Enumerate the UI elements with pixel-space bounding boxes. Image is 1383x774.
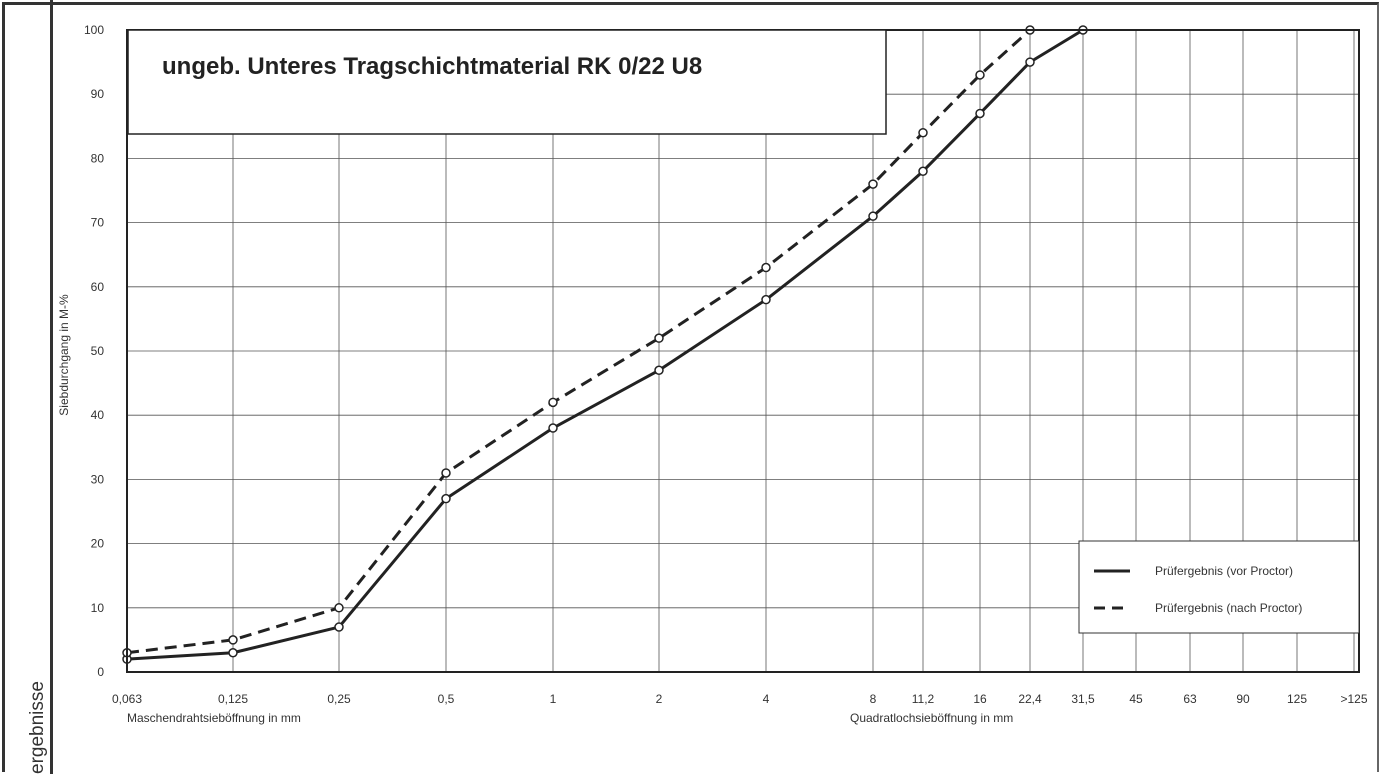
y-tick-label: 30 xyxy=(91,472,105,486)
y-tick-label: 40 xyxy=(91,408,105,422)
chart-title: ungeb. Unteres Tragschichtmaterial RK 0/… xyxy=(162,53,702,80)
legend: Prüfergebnis (vor Proctor) Prüfergebnis … xyxy=(1078,540,1360,634)
x-tick-label: 8 xyxy=(870,692,877,706)
data-point-1 xyxy=(654,333,664,343)
x-axis-title-right: Quadratlochsieböffnung in mm xyxy=(850,711,1013,725)
y-tick-label: 90 xyxy=(91,87,105,101)
y-tick-label: 10 xyxy=(91,601,105,615)
title-box: ungeb. Unteres Tragschichtmaterial RK 0/… xyxy=(127,29,887,135)
x-tick-label: 90 xyxy=(1236,692,1250,706)
x-tick-label: 4 xyxy=(763,692,770,706)
x-tick-label: 1 xyxy=(550,692,557,706)
data-point-1 xyxy=(918,127,928,138)
legend-label-vor-proctor: Prüfergebnis (vor Proctor) xyxy=(1155,564,1293,578)
x-tick-label: 125 xyxy=(1287,692,1307,706)
x-axis-title-left: Maschendrahtsieböffnung in mm xyxy=(127,711,301,725)
data-point-1 xyxy=(548,397,558,408)
data-point-1 xyxy=(334,603,344,613)
data-point-0 xyxy=(548,423,558,433)
x-tick-label: 0,5 xyxy=(438,692,455,706)
y-tick-label: 70 xyxy=(91,216,105,230)
y-tick-label: 20 xyxy=(91,537,105,551)
data-point-0 xyxy=(761,294,771,305)
data-point-0 xyxy=(228,647,238,658)
data-point-0 xyxy=(975,108,985,119)
y-axis-title: Siebdurchgang in M-% xyxy=(57,294,71,416)
side-divider xyxy=(50,0,53,774)
data-point-1 xyxy=(228,635,238,645)
data-point-0 xyxy=(918,166,928,176)
series-line-0 xyxy=(126,28,1084,661)
y-tick-label: 60 xyxy=(91,280,105,294)
data-series xyxy=(122,25,1088,664)
y-tick-labels: 0 10 20 30 40 50 60 70 80 90 100 xyxy=(84,23,104,679)
x-tick-label: 0,25 xyxy=(327,692,351,706)
data-point-0 xyxy=(654,365,664,376)
x-tick-label: 45 xyxy=(1129,692,1143,706)
title-frame xyxy=(127,29,887,135)
x-tick-label: 16 xyxy=(973,692,987,706)
y-tick-label: 100 xyxy=(84,23,104,37)
x-tick-label: 2 xyxy=(656,692,663,706)
legend-label-nach-proctor: Prüfergebnis (nach Proctor) xyxy=(1155,601,1302,615)
series-line-1 xyxy=(126,28,1032,655)
x-tick-labels: 0,063 0,125 0,25 0,5 1 2 4 8 11,2 16 22,4 31,5 45 63 9… xyxy=(112,692,1368,706)
data-point-1 xyxy=(975,70,985,80)
y-tick-label: 50 xyxy=(91,344,105,358)
y-tick-label: 0 xyxy=(97,665,104,679)
data-point-1 xyxy=(761,262,771,273)
data-point-0 xyxy=(441,493,451,504)
legend-frame xyxy=(1078,540,1360,634)
x-tick-label: 63 xyxy=(1183,692,1197,706)
data-point-1 xyxy=(441,468,451,478)
x-tick-label: >125 xyxy=(1340,692,1367,706)
y-tick-label: 80 xyxy=(91,151,105,165)
x-tick-label: 0,125 xyxy=(218,692,248,706)
x-tick-label: 11,2 xyxy=(912,692,935,706)
data-point-0 xyxy=(334,622,344,632)
x-tick-label: 0,063 xyxy=(112,692,142,706)
x-tick-label: 31,5 xyxy=(1071,692,1095,706)
x-tick-label: 22,4 xyxy=(1018,692,1042,706)
data-point-1 xyxy=(868,179,878,189)
data-point-0 xyxy=(1025,57,1035,67)
data-point-0 xyxy=(868,211,878,221)
